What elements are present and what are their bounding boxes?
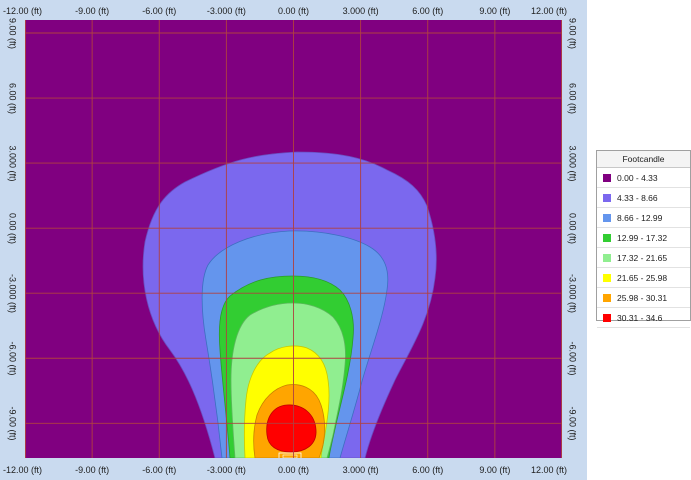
legend-label: 4.33 - 8.66	[617, 192, 658, 203]
legend-rows: 0.00 - 4.33 4.33 - 8.66 8.66 - 12.99 12.99 …	[597, 168, 690, 328]
legend-label: 25.98 - 30.31	[617, 292, 668, 303]
y-tick-label-left: 3.000 (ft)	[7, 145, 18, 182]
legend-swatch	[603, 193, 611, 202]
y-tick-label-right: 9.00 (ft)	[567, 17, 578, 49]
legend-item: 21.65 - 25.98	[597, 268, 690, 288]
y-tick-label-right: 3.000 (ft)	[567, 145, 578, 182]
grid-lines	[25, 20, 562, 458]
isolux-contours-svg	[25, 20, 562, 458]
x-tick-label-bottom: 3.000 (ft)	[342, 465, 379, 475]
legend-label: 8.66 - 12.99	[617, 212, 663, 223]
y-tick-label-right: -6.00 (ft)	[567, 341, 578, 376]
legend-item: 30.31 - 34.6	[597, 308, 690, 328]
y-tick-label-right: -9.00 (ft)	[567, 406, 578, 441]
legend-label: 0.00 - 4.33	[617, 172, 658, 183]
legend-swatch	[603, 173, 611, 182]
x-tick-label-top: 6.00 (ft)	[412, 6, 444, 16]
x-tick-label-bottom: 0.00 (ft)	[277, 465, 310, 475]
legend-item: 0.00 - 4.33	[597, 168, 690, 188]
x-tick-label-bottom: 12.00 (ft)	[531, 465, 568, 475]
legend-swatch	[603, 253, 611, 262]
legend-item: 4.33 - 8.66	[597, 188, 690, 208]
contour-30-31	[266, 404, 317, 453]
legend-swatch	[603, 273, 611, 282]
plot-frame: -12.00 (ft) -12.00 (ft) -9.00 (ft) -9.00 (f…	[0, 0, 587, 480]
luminaire-outline-inner	[282, 454, 298, 458]
x-tick-label-bottom: -9.00 (ft)	[75, 465, 110, 475]
y-tick-label-right: 0.00 (ft)	[567, 212, 578, 244]
legend-item: 17.32 - 21.65	[597, 248, 690, 268]
x-tick-label-top: 3.000 (ft)	[342, 6, 379, 16]
x-tick-label-top: 9.00 (ft)	[479, 6, 511, 16]
legend-label: 17.32 - 21.65	[617, 252, 668, 263]
x-tick-label-top: -9.00 (ft)	[75, 6, 110, 16]
y-tick-label-left: 9.00 (ft)	[7, 17, 18, 49]
legend-panel: Footcandle 0.00 - 4.33 4.33 - 8.66 8.66 - …	[596, 150, 691, 328]
y-tick-label-left: 0.00 (ft)	[7, 212, 18, 244]
luminaire-outline[interactable]	[278, 452, 302, 458]
x-tick-label-top: -12.00 (ft)	[3, 6, 43, 16]
legend-swatch	[603, 213, 611, 222]
x-tick-label-bottom: -6.00 (ft)	[142, 465, 177, 475]
x-tick-label-bottom: 6.00 (ft)	[412, 465, 444, 475]
legend-swatch	[603, 233, 611, 242]
isolux-plot[interactable]	[25, 20, 562, 458]
x-tick-label-top: 12.00 (ft)	[531, 6, 568, 16]
y-tick-label-left: -6.00 (ft)	[7, 341, 18, 376]
x-tick-label-top: 0.00 (ft)	[277, 6, 310, 16]
legend-swatch	[603, 313, 611, 322]
legend-label: 30.31 - 34.6	[617, 312, 663, 323]
y-tick-label-left: -3.000 (ft)	[7, 273, 18, 313]
legend-item: 12.99 - 17.32	[597, 228, 690, 248]
x-tick-label-bottom: -3.000 (ft)	[206, 465, 246, 475]
legend-title: Footcandle	[597, 151, 690, 168]
x-tick-label-top: -3.000 (ft)	[206, 6, 246, 16]
y-tick-label-left: 6.00 (ft)	[7, 82, 18, 114]
y-tick-label-right: 6.00 (ft)	[567, 82, 578, 114]
x-tick-label-bottom: 9.00 (ft)	[479, 465, 511, 475]
y-tick-label-left: -9.00 (ft)	[7, 406, 18, 441]
legend-item: 25.98 - 30.31	[597, 288, 690, 308]
legend-label: 12.99 - 17.32	[617, 232, 668, 243]
x-tick-label-bottom: -12.00 (ft)	[3, 465, 43, 475]
legend-item: 8.66 - 12.99	[597, 208, 690, 228]
legend-label: 21.65 - 25.98	[617, 272, 668, 283]
y-tick-label-right: -3.000 (ft)	[567, 273, 578, 313]
x-tick-label-top: -6.00 (ft)	[142, 6, 177, 16]
legend-swatch	[603, 293, 611, 302]
